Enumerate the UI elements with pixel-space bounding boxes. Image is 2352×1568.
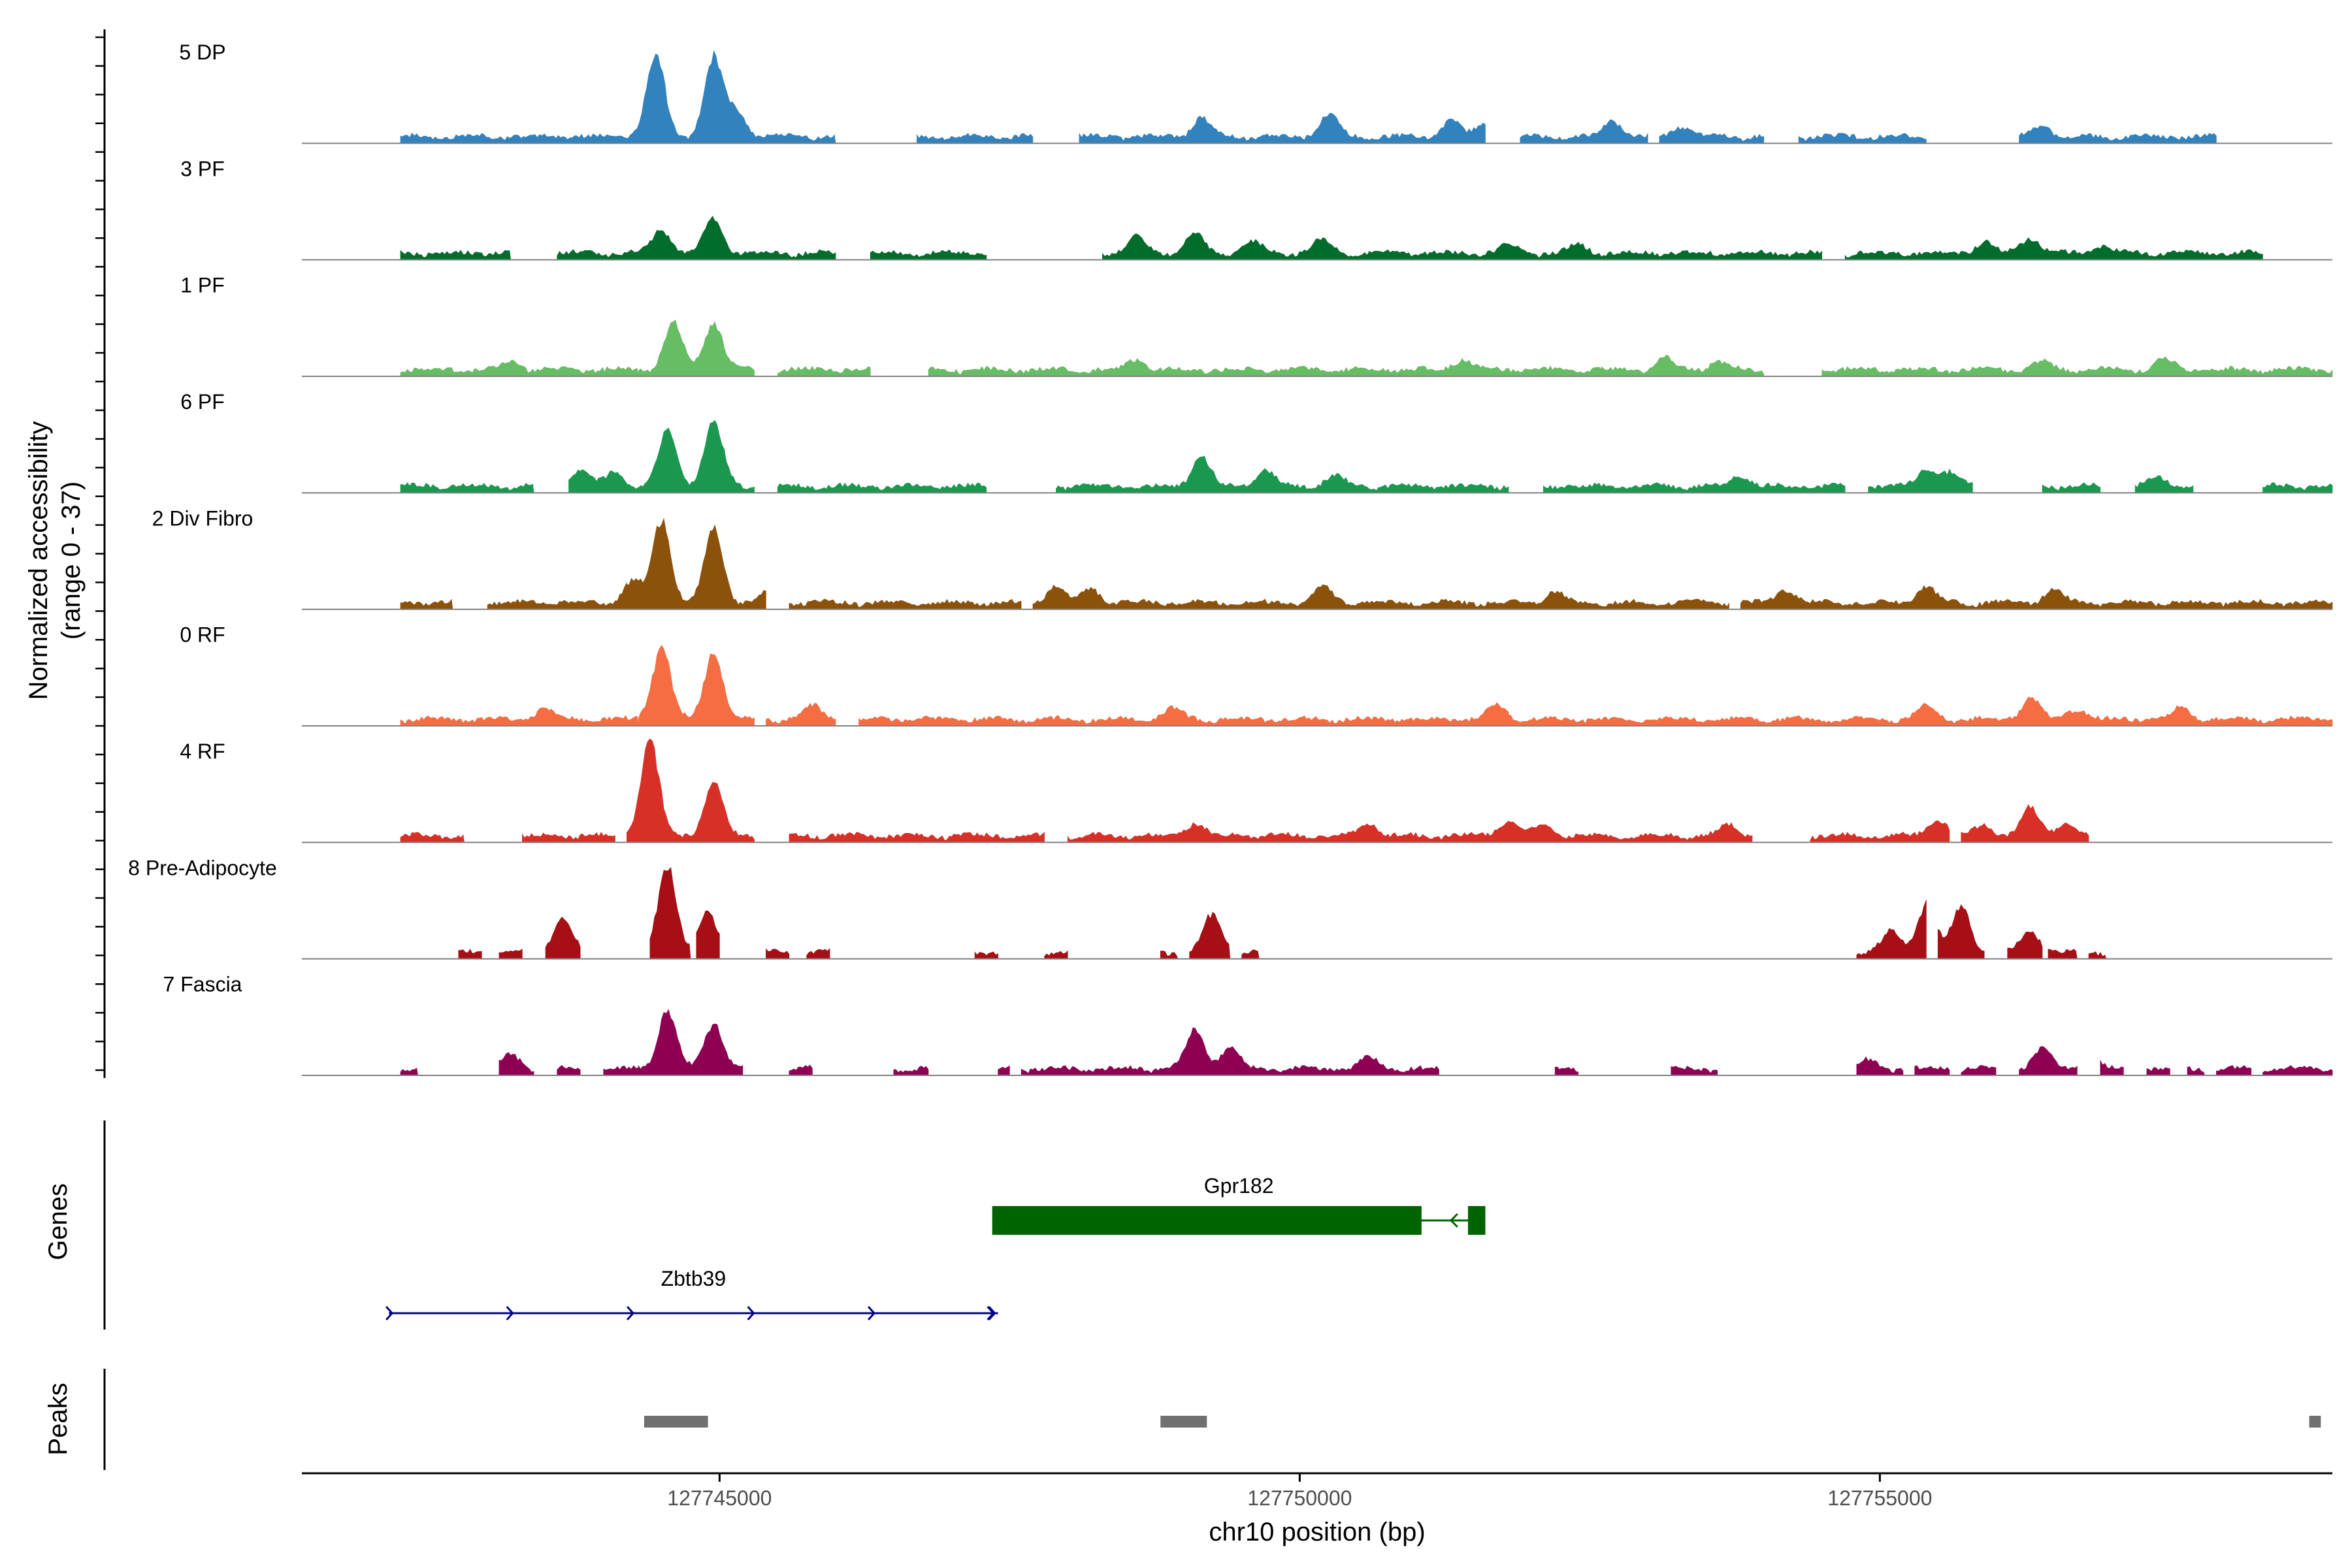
y-axis-range-label: (range 0 - 37) [57,482,86,640]
peak-region [2309,1416,2321,1428]
gene-zbtb39: Zbtb39 [385,1267,998,1321]
peak-region [644,1416,708,1428]
gene-gpr182: Gpr182 [992,1174,1486,1235]
gene-label: Zbtb39 [661,1267,727,1290]
strand-arrow [385,1305,394,1321]
coverage-area [400,319,2333,377]
coverage-area [400,419,2333,493]
x-tick-label: 127750000 [1247,1486,1352,1510]
coverage-area [400,517,2333,610]
track-label: 6 PF [180,390,225,414]
track-3-pf: 3 PF [180,157,2332,261]
coverage-area [458,866,2107,959]
track-label: 2 Div Fibro [152,506,253,530]
track-label: 5 DP [179,41,225,64]
gene-exon [1467,1206,1486,1235]
coverage-area [400,644,2333,727]
strand-arrow [627,1305,635,1321]
coverage-area [400,738,2089,843]
peaks-track-label: Peaks [44,1382,73,1455]
strand-arrow [747,1305,755,1321]
coverage-tracks: 5 DP 3 PF 1 PF 6 PF 2 Div Fibro 0 RF 4 RF 8 Pre… [128,41,2333,1076]
peak-region [1160,1416,1207,1428]
gene-track: Gpr182 Zbtb39 [385,1174,1486,1321]
track-label: 1 PF [180,274,225,297]
track-label: 0 RF [180,623,225,647]
genes-track-label: Genes [44,1183,73,1260]
y-axis-title: Normalized accessibility [24,421,53,700]
gene-label: Gpr182 [1204,1174,1274,1198]
coverage-area [400,50,2217,144]
coverage-area [400,1009,2333,1076]
gene-exon [992,1206,1422,1235]
peaks-track [644,1416,2321,1428]
track-label: 4 RF [180,740,225,763]
x-tick-label: 127755000 [1827,1486,1932,1510]
strand-arrow [987,1305,995,1321]
axes-layer [95,29,106,1470]
track-0-rf: 0 RF [180,623,2333,727]
x-axis-title: chr10 position (bp) [1209,1518,1425,1546]
track-label: 3 PF [180,157,225,180]
track-label: 7 Fascia [163,973,242,996]
strand-arrow [868,1305,876,1321]
track-4-rf: 4 RF [180,738,2332,843]
strand-arrow [1449,1213,1458,1228]
x-axis: 127745000 127750000 127755000 [302,1472,2332,1510]
track-8-pre-adipocyte: 8 Pre-Adipocyte [128,856,2332,960]
track-6-pf: 6 PF [180,390,2333,494]
track-5-dp: 5 DP [179,41,2332,144]
track-2-div-fibro: 2 Div Fibro [152,506,2333,610]
track-1-pf: 1 PF [180,274,2333,377]
track-label: 8 Pre-Adipocyte [128,856,277,879]
x-tick-label: 127745000 [667,1486,772,1510]
strand-arrow [506,1305,514,1321]
track-7-fascia: 7 Fascia [163,973,2333,1076]
coverage-area [400,216,2263,260]
